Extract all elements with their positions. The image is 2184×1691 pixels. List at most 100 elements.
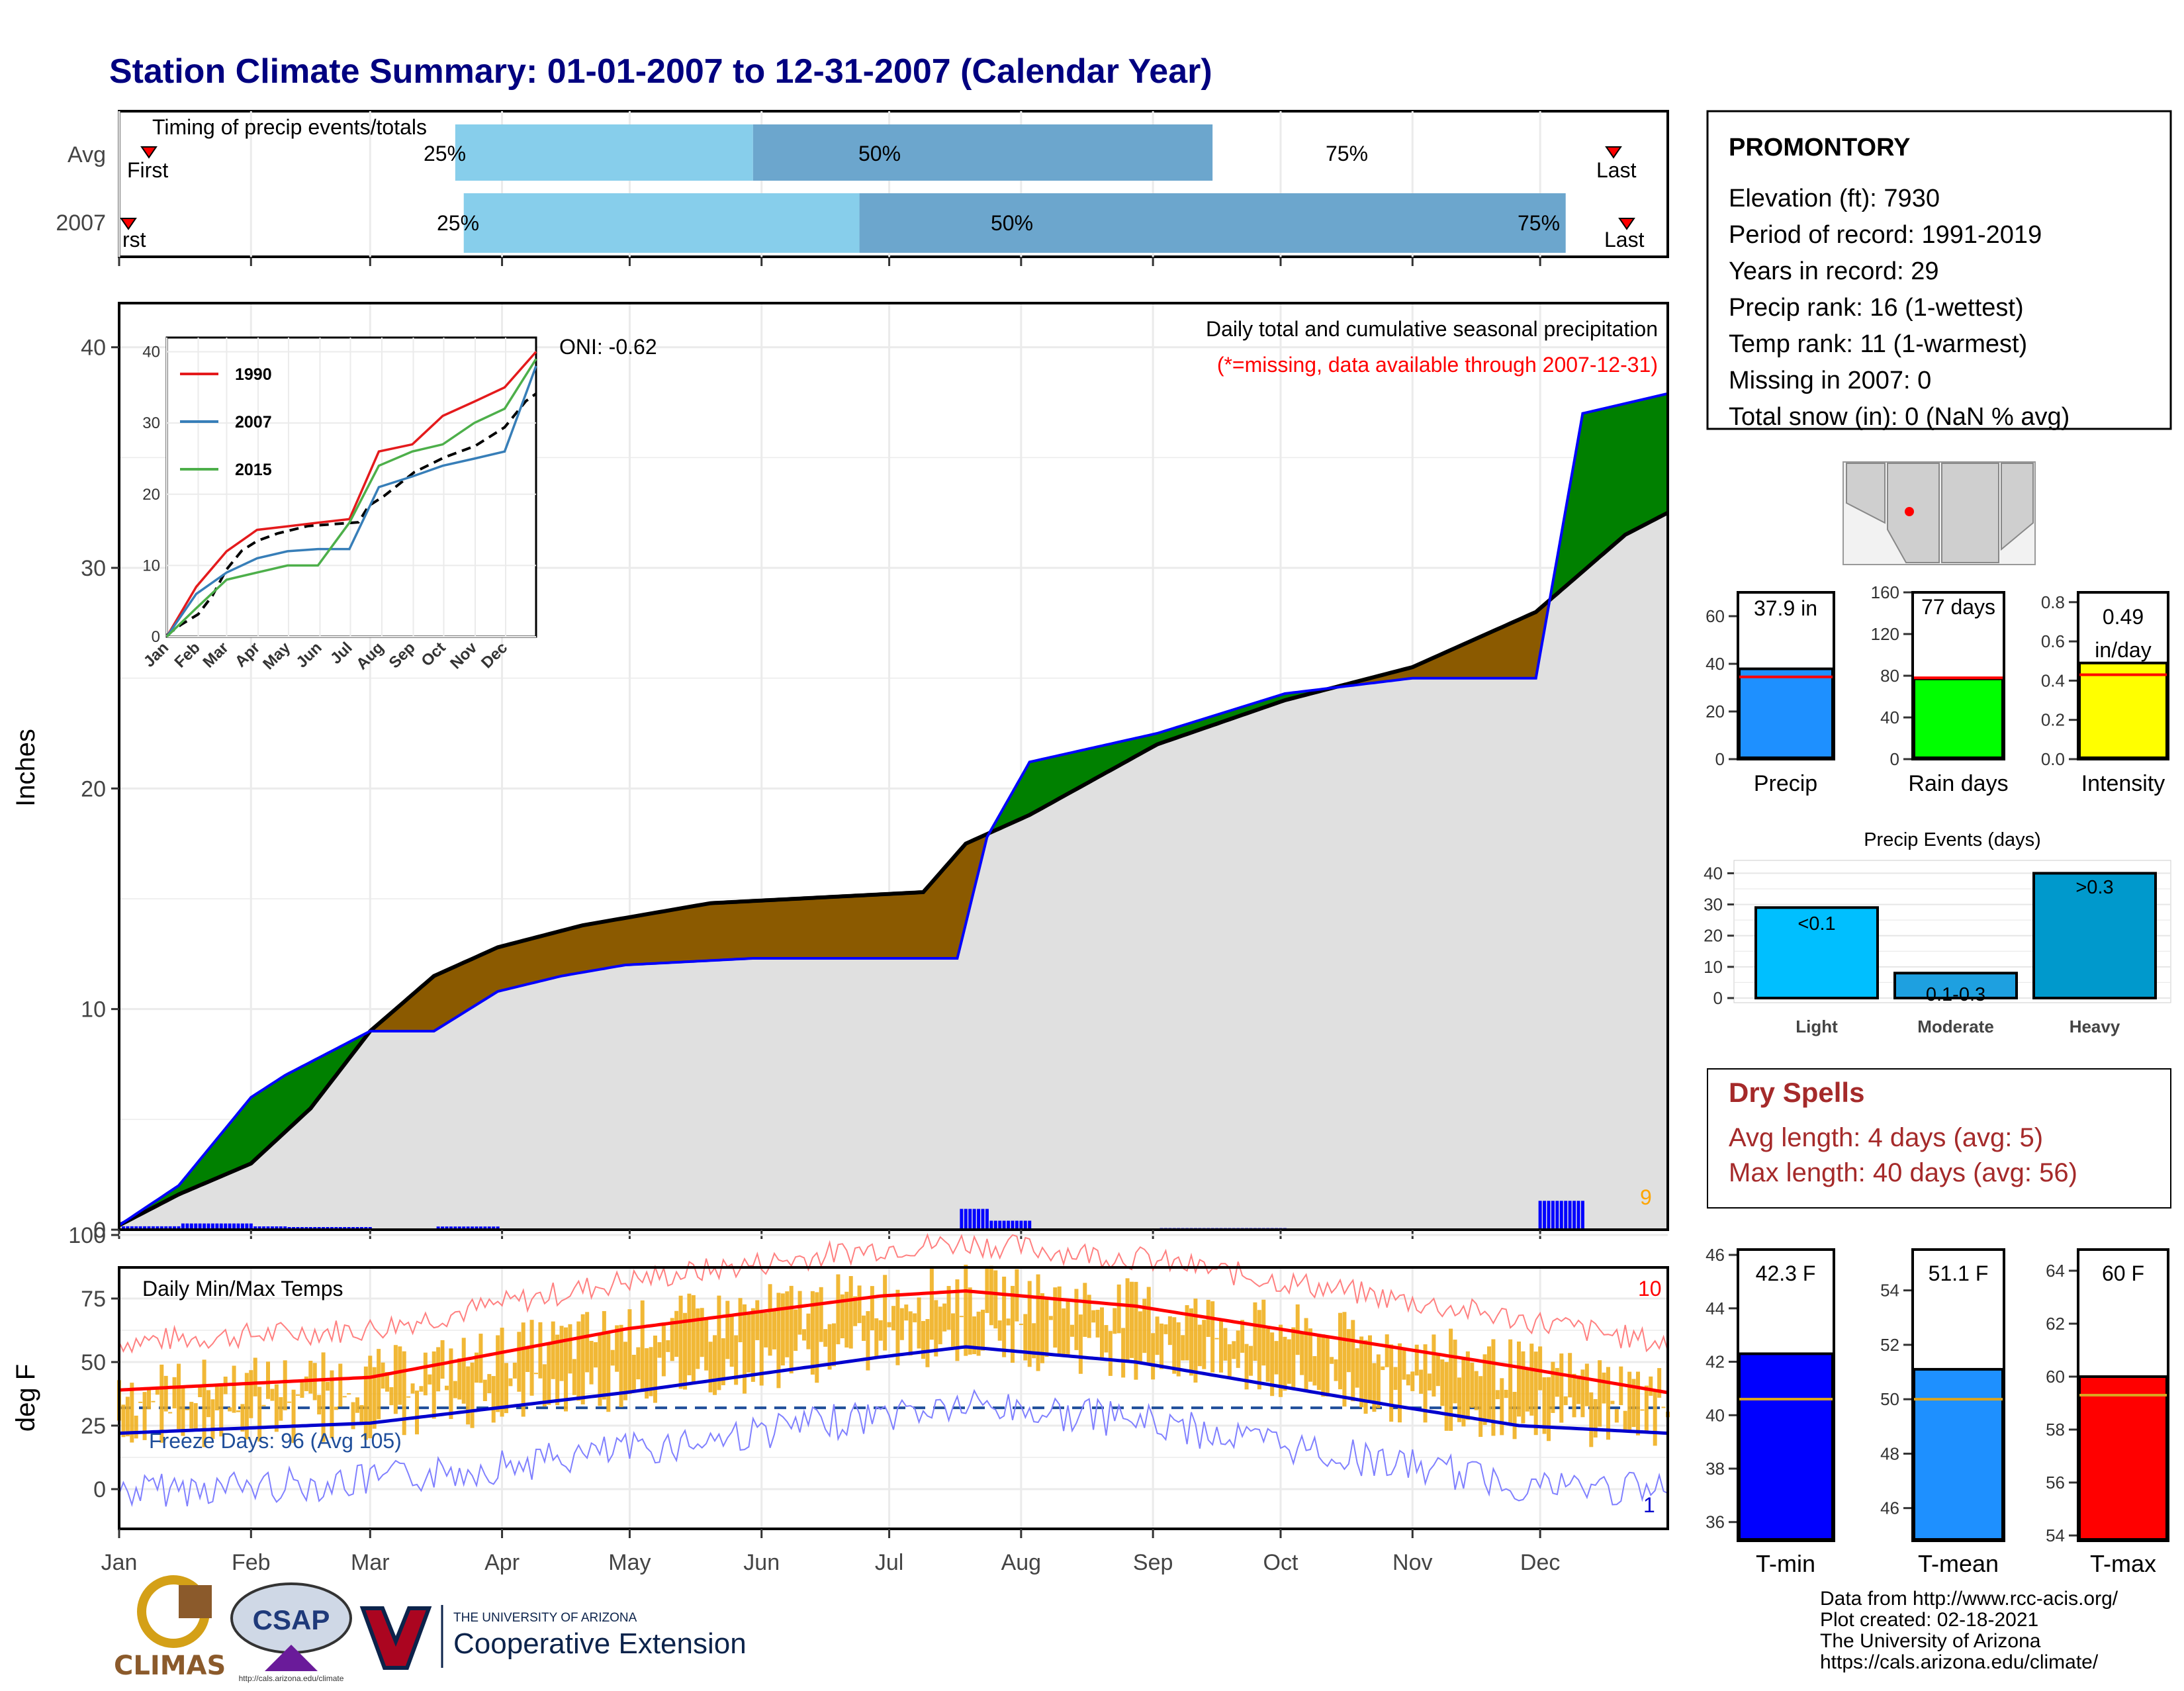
daily-temp-range xyxy=(496,1335,500,1412)
daily-temp-range xyxy=(372,1367,377,1429)
tmax-stat-value: 60 F xyxy=(2102,1261,2144,1285)
precip-y-tick-label: 40 xyxy=(81,336,106,361)
daily-temp-range xyxy=(1151,1333,1156,1380)
daily-temp-range xyxy=(853,1296,858,1326)
daily-temp-range xyxy=(1002,1276,1007,1357)
daily-temp-range xyxy=(547,1342,551,1405)
year-p50-label: 50% xyxy=(991,211,1033,235)
daily-temp-range xyxy=(1610,1400,1615,1404)
daily-temp-range xyxy=(1474,1371,1479,1410)
daily-temp-range xyxy=(576,1321,581,1401)
daily-precip-bar xyxy=(1564,1201,1568,1230)
tmean-stat-bar xyxy=(1913,1367,2004,1541)
daily-temp-range xyxy=(1584,1363,1589,1406)
daily-temp-range xyxy=(1623,1410,1627,1432)
daily-temp-range xyxy=(1066,1301,1070,1357)
daily-temp-range xyxy=(291,1389,296,1443)
daily-temp-range xyxy=(887,1322,891,1328)
daily-temp-range xyxy=(1555,1367,1559,1397)
daily-temp-range xyxy=(363,1366,368,1440)
daily-temp-range xyxy=(1214,1338,1219,1340)
daily-precip-bar xyxy=(985,1209,989,1230)
daily-temp-range xyxy=(959,1316,964,1318)
daily-temp-range xyxy=(236,1410,240,1412)
daily-temp-range xyxy=(504,1363,508,1414)
month-tick-label: Jul xyxy=(875,1550,903,1575)
daily-temp-range xyxy=(1100,1307,1104,1357)
daily-temp-range xyxy=(1006,1318,1011,1326)
daily-temp-range xyxy=(785,1291,790,1357)
daily-temp-range xyxy=(1457,1377,1461,1422)
event-heavy-value: >0.3 xyxy=(2075,877,2113,898)
daily-temp-range xyxy=(729,1315,734,1367)
daily-temp-range xyxy=(1482,1354,1487,1426)
daily-temp-range xyxy=(1444,1361,1449,1431)
dry-spells-title: Dry Spells xyxy=(1729,1077,1864,1108)
year-quartile-1-bar xyxy=(463,193,860,253)
daily-temp-range xyxy=(968,1287,972,1355)
temp-y-tick-label: 50 xyxy=(81,1350,106,1375)
daily-temp-range xyxy=(351,1402,355,1430)
daily-temp-range xyxy=(1393,1367,1398,1391)
temp-y-tick-label: 25 xyxy=(81,1414,106,1439)
daily-temp-range xyxy=(466,1366,471,1425)
daily-temp-range xyxy=(151,1400,156,1402)
raindays-stat-label: Rain days xyxy=(1908,771,2008,796)
daily-precip-bar xyxy=(130,1226,134,1230)
daily-temp-range xyxy=(1449,1328,1453,1431)
daily-temp-range xyxy=(266,1361,270,1399)
daily-precip-bar xyxy=(1568,1201,1572,1230)
daily-temp-range xyxy=(657,1342,662,1358)
daily-temp-range xyxy=(185,1408,189,1410)
daily-temp-range xyxy=(189,1402,194,1429)
avg-last-label: Last xyxy=(1596,158,1637,182)
daily-temp-range xyxy=(1381,1366,1385,1371)
intensity-stat: 0.49 in/day Intensity 0.0 0.2 0.4 0.6 0.8 xyxy=(2041,591,2169,796)
freeze-days-label: Freeze Days: 96 (Avg 105) xyxy=(149,1429,402,1453)
raindays-stat: 77 days Rain days 0 40 80 120 160 xyxy=(1871,582,2009,796)
daily-temp-range xyxy=(1240,1320,1245,1353)
daily-temp-range xyxy=(449,1348,453,1420)
daily-temp-range xyxy=(989,1265,993,1326)
daily-precip-bar xyxy=(159,1226,163,1230)
daily-temp-range xyxy=(228,1407,232,1412)
daily-temp-range xyxy=(517,1332,522,1392)
daily-temp-range xyxy=(1508,1339,1513,1424)
daily-temp-range xyxy=(747,1314,751,1373)
inset-y-tick-label: 10 xyxy=(142,557,160,574)
daily-temp-range xyxy=(759,1312,764,1386)
daily-temp-range xyxy=(304,1376,308,1391)
daily-temp-range xyxy=(955,1279,960,1361)
daily-temp-range xyxy=(163,1375,168,1412)
tmin-stat: 42.3 F T-min 36 38 40 42 44 46 xyxy=(1706,1245,1835,1577)
daily-temp-range xyxy=(1338,1312,1342,1390)
temp-stat-tick-label: 54 xyxy=(2046,1526,2065,1545)
inset-line-2007 xyxy=(165,365,537,637)
daily-temp-range xyxy=(1461,1359,1466,1427)
daily-temp-range xyxy=(198,1385,203,1398)
daily-temp-range xyxy=(181,1385,185,1436)
daily-precip-bar xyxy=(972,1209,976,1230)
month-axis: Jan Feb Mar Apr May Jun Jul Aug Sep Oct Nov Dec xyxy=(101,1529,1560,1575)
avg-first-label: First xyxy=(127,158,168,182)
station-snow: Total snow (in): 0 (NaN % avg) xyxy=(1729,403,2070,431)
inset-line-2015 xyxy=(165,358,537,638)
daily-precip-bar xyxy=(224,1223,228,1230)
daily-precip-bar xyxy=(143,1226,147,1230)
daily-temp-range xyxy=(1036,1274,1040,1371)
daily-temp-range xyxy=(155,1389,159,1395)
dry-spells-avg: Avg length: 4 days (avg: 5) xyxy=(1729,1123,2043,1152)
daily-temp-range xyxy=(1432,1334,1436,1397)
daily-precip-bar xyxy=(1011,1220,1015,1230)
daily-precip-bar xyxy=(964,1209,968,1230)
normal-min-line xyxy=(118,1345,1668,1435)
daily-precip-bar xyxy=(1015,1220,1019,1230)
daily-precip-bar xyxy=(253,1226,257,1230)
daily-temp-range xyxy=(1130,1281,1134,1358)
year-p25-label: 25% xyxy=(437,211,479,235)
daily-temp-range xyxy=(836,1274,841,1345)
inset-legend-2007: 2007 xyxy=(235,413,272,432)
events-tick-label: 20 xyxy=(1704,926,1723,946)
daily-temp-range xyxy=(338,1363,343,1407)
tmean-stat-value: 51.1 F xyxy=(1929,1261,1989,1285)
